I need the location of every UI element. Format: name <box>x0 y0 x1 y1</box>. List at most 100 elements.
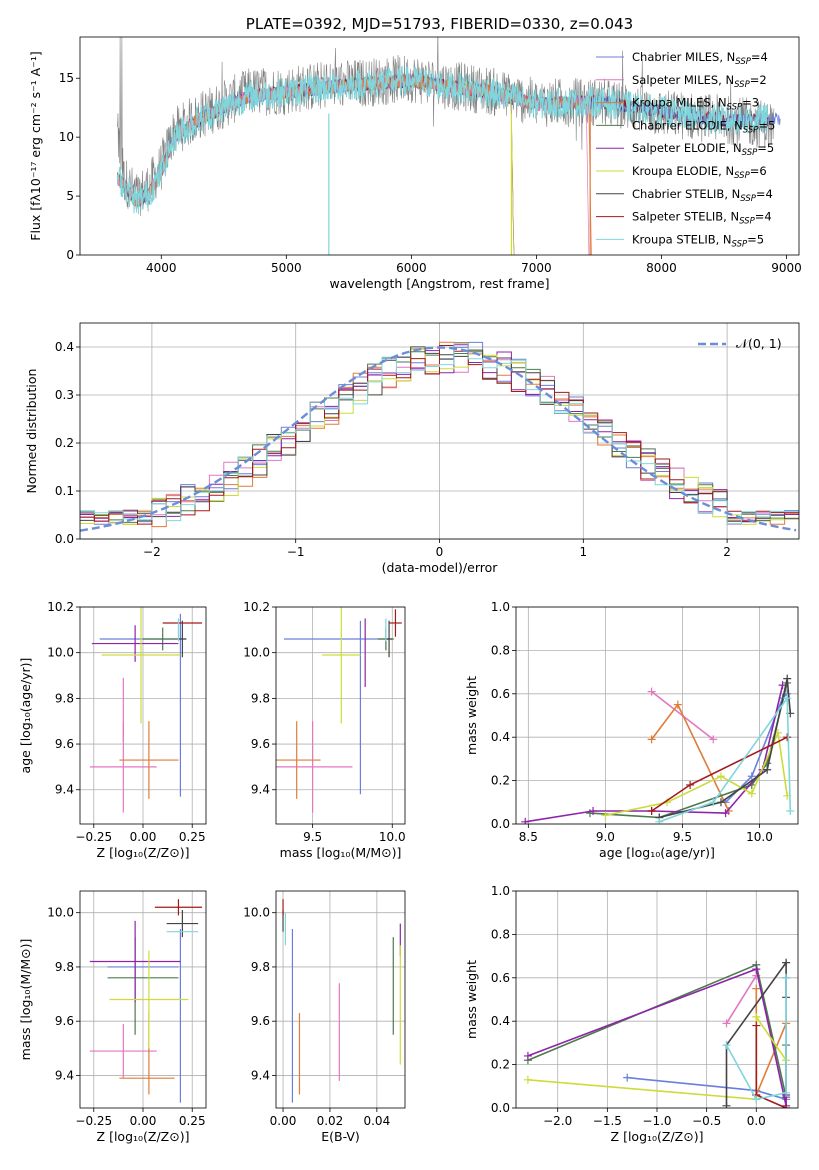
legend-label: Salpeter MILES, N <box>632 73 734 87</box>
axes-frame <box>515 606 799 825</box>
chart-title: PLATE=0392, MJD=51793, FIBERID=0330, z=0… <box>246 15 633 33</box>
y-axis-label: mass [log₁₀(M/M⊙)] <box>18 939 33 1061</box>
axes-frame <box>79 890 207 1109</box>
x-axis-label: wavelength [Angstrom, rest frame] <box>329 276 549 291</box>
x-tick-label: 6000 <box>396 261 427 275</box>
legend-label: Chabrier STELIB, N <box>632 187 740 201</box>
mass_vs_Z-axes: −0.25 0.00 0.25 9.4 9.6 9.8 10.0 Z [log₁₀(Z/Z⊙)… <box>18 890 207 1144</box>
y-axis-label: Normed distribution <box>24 369 39 494</box>
data-point-marker <box>782 958 791 967</box>
x-axis-label: Z [log₁₀(Z/Z⊙)] <box>97 845 190 860</box>
legend-label: Salpeter STELIB, N <box>632 210 739 224</box>
legend-subscript: SSP <box>727 103 743 113</box>
weight_vs_Z-axes: −2.0 −1.5 −1.0 −0.5 0.0 0.0 0.2 0.4 0.6 0.8 1.0 Z [… <box>464 884 799 1144</box>
data-point-marker <box>673 700 682 709</box>
legend-suffix: =2 <box>750 73 767 87</box>
x-axis-label: age [log₁₀(age/yr)] <box>599 845 715 860</box>
y-tick-label: 9.4 <box>251 1068 270 1082</box>
data-point-marker <box>721 809 730 818</box>
weight-series <box>725 977 787 1101</box>
legend-label: Kroupa MILES, N <box>632 96 727 110</box>
data-point-marker <box>747 789 756 798</box>
legend-suffix: =4 <box>751 50 768 64</box>
weight-series <box>725 975 757 1024</box>
data-point-marker <box>623 1073 632 1082</box>
data-point-marker <box>782 1104 791 1108</box>
residuals-plot <box>80 341 799 539</box>
x-tick-label: 4000 <box>146 261 177 275</box>
y-tick-label: 10.0 <box>47 906 74 920</box>
x-tick-label: −1 <box>287 545 305 559</box>
x-tick-label: 0.00 <box>130 830 157 844</box>
y-tick-label: 0.2 <box>491 774 510 788</box>
weight_vs_age-axes: 8.5 9.0 9.5 10.0 0.0 0.2 0.4 0.6 0.8 1.0 age [log₁… <box>464 600 799 860</box>
legend-subscript: SSP <box>732 239 748 249</box>
y-tick-label: 0.8 <box>491 643 510 657</box>
weight_vs_Z-plot <box>523 958 791 1108</box>
data-point-marker <box>783 733 792 742</box>
data-point-marker <box>783 674 792 683</box>
x-tick-label: 9.5 <box>303 830 322 844</box>
legend-entry: 𝒩(0, 1) <box>736 336 782 351</box>
x-tick-label: 0.25 <box>179 1114 206 1128</box>
x-tick-label: 5000 <box>271 261 302 275</box>
weight-series <box>605 729 788 817</box>
legend-entry: Chabrier STELIB, NSSP=4 <box>632 187 773 204</box>
data-point-marker <box>523 1075 532 1084</box>
weight-series <box>659 695 792 823</box>
legend-subscript: SSP <box>743 125 759 135</box>
y-tick-label: 5 <box>66 189 74 203</box>
x-tick-label: −0.5 <box>692 1114 721 1128</box>
y-tick-label: 0 <box>66 248 74 262</box>
legend-label: Kroupa ELODIE, N <box>632 164 734 178</box>
legend-suffix: =4 <box>755 210 772 224</box>
y-tick-label: 0.4 <box>491 1014 510 1028</box>
x-tick-label: −2.0 <box>543 1114 572 1128</box>
data-point-marker <box>752 1012 761 1021</box>
x-tick-label: −0.25 <box>75 1114 112 1128</box>
data-point-marker <box>589 806 598 815</box>
legend-suffix: =4 <box>756 187 773 201</box>
observed-spectrum <box>117 37 775 217</box>
y-tick-label: 10.0 <box>243 906 270 920</box>
data-point-marker <box>782 1088 791 1097</box>
legend-subscript: SSP <box>740 194 756 204</box>
y-tick-label: 10.2 <box>47 600 74 614</box>
residuals-axes: −2 −1 0 1 2 0.0 0.1 0.2 0.3 0.4 (data-model)/error… <box>24 322 800 575</box>
y-tick-label: 0.4 <box>55 340 74 354</box>
y-tick-label: 9.6 <box>55 737 74 751</box>
axes-frame <box>79 36 800 256</box>
x-axis-label: E(B-V) <box>321 1129 360 1144</box>
axes-frame <box>275 606 406 825</box>
gaussian-curve <box>80 346 797 532</box>
x-tick-label: 0.04 <box>363 1114 390 1128</box>
data-point-marker <box>747 772 756 781</box>
legend-entry: Kroupa STELIB, NSSP=5 <box>632 232 764 249</box>
y-tick-label: 0.6 <box>491 971 510 985</box>
y-axis-label: age [log₁₀(age/yr)] <box>18 658 33 774</box>
data-point-marker <box>752 984 761 993</box>
y-tick-label: 9.8 <box>55 691 74 705</box>
y-tick-label: 10.2 <box>243 600 270 614</box>
data-point-marker <box>647 806 656 815</box>
age_vs_mass-axes: 9.5 10.0 9.4 9.6 9.8 10.0 10.2 mass [log₁₀(M/M⊙… <box>243 600 406 860</box>
y-tick-label: 0.4 <box>491 730 510 744</box>
data-point-marker <box>601 811 610 820</box>
x-tick-label: 8000 <box>646 261 677 275</box>
histogram-series <box>80 343 799 539</box>
legend-subscript: SSP <box>739 217 755 227</box>
data-point-marker <box>752 1095 761 1104</box>
y-tick-label: 9.4 <box>55 1068 74 1082</box>
y-tick-label: 0.0 <box>55 532 74 546</box>
mass_vs_ebv-plot <box>282 899 401 1103</box>
x-axis-label: mass [log₁₀(M/M⊙)] <box>280 845 402 860</box>
y-tick-label: 0.2 <box>55 436 74 450</box>
data-point-marker <box>722 1101 731 1108</box>
data-point-marker <box>716 772 725 781</box>
y-tick-label: 9.6 <box>251 1014 270 1028</box>
legend-subscript: SSP <box>742 148 758 158</box>
legend-suffix: =5 <box>758 118 775 132</box>
x-tick-label: 0.0 <box>747 1114 766 1128</box>
data-point-marker <box>722 1019 731 1028</box>
data-point-marker <box>752 965 761 974</box>
